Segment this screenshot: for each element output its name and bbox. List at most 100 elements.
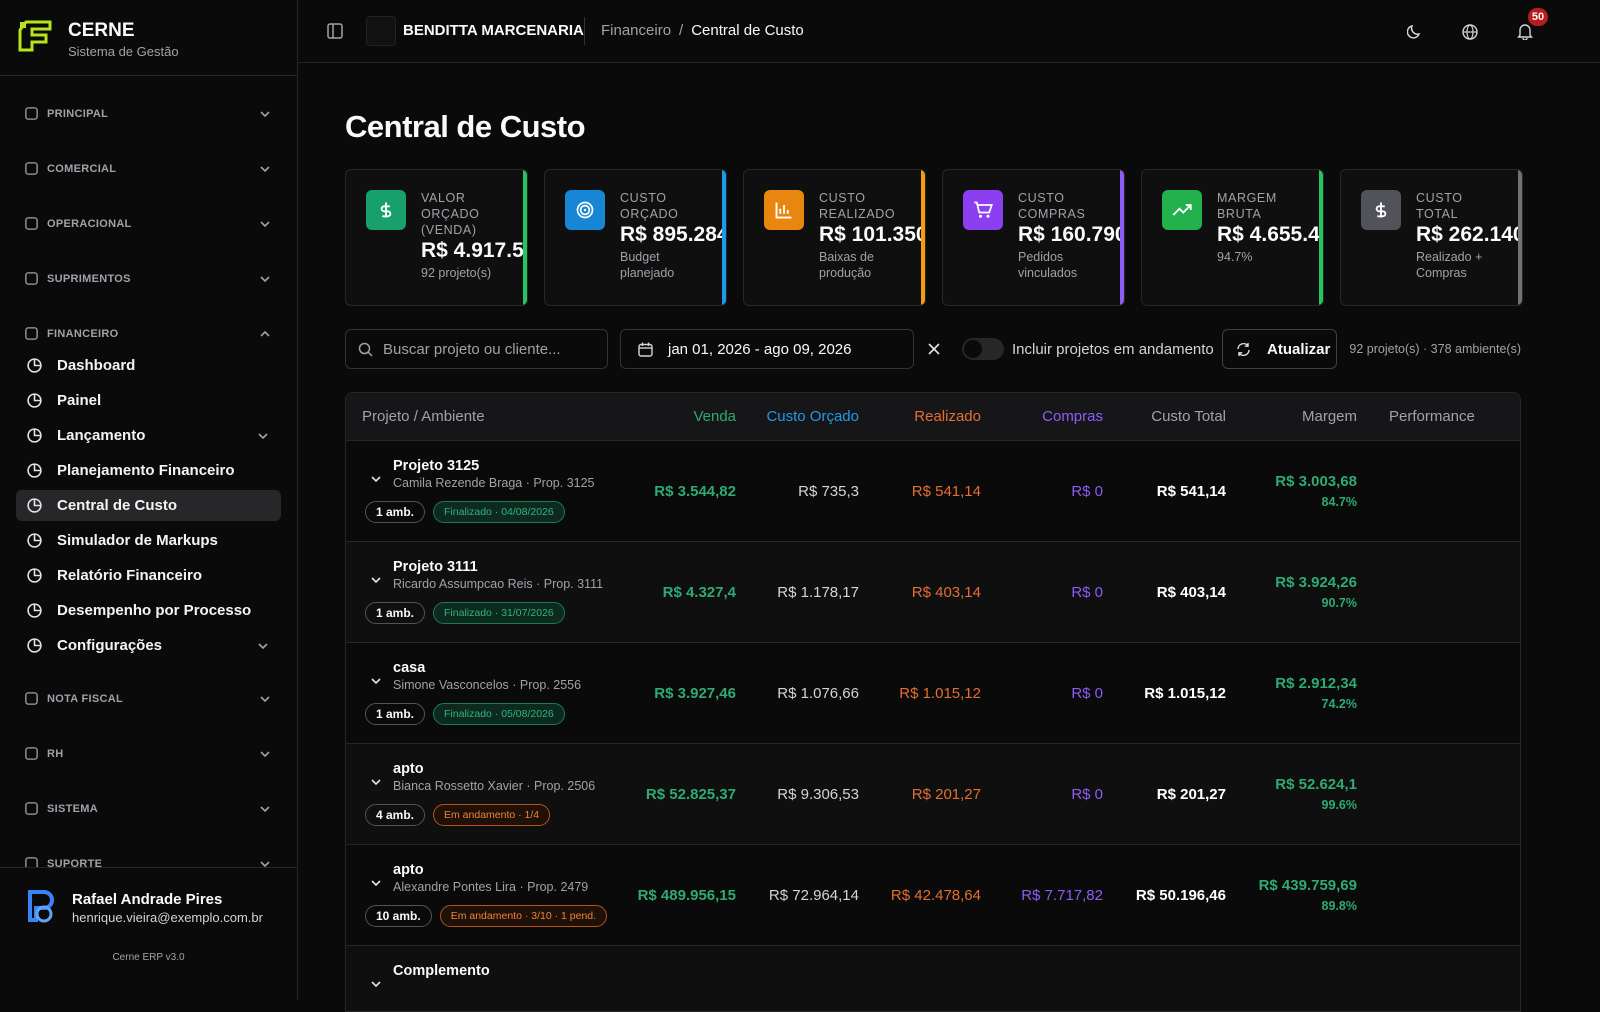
user-panel[interactable]: Rafael Andrade Pires henrique.vieira@exe… — [0, 867, 297, 1000]
nav-item[interactable]: Planejamento Financeiro — [16, 455, 281, 486]
card-icon — [963, 190, 1003, 230]
nav-section[interactable]: COMERCIAL — [0, 141, 297, 196]
breadcrumb-current: Central de Custo — [691, 22, 804, 39]
status-badge: Em andamento · 1/4 — [433, 804, 551, 826]
table-row[interactable]: apto Bianca Rossetto Xavier · Prop. 2506 4… — [346, 744, 1520, 845]
summary-cards: VALOR ORÇADO (VENDA) R$ 4.917.5 92 projeto… — [345, 169, 1523, 306]
search-placeholder: Buscar projeto ou cliente... — [383, 340, 561, 358]
project-name: Complemento — [393, 963, 490, 979]
expand-chevron[interactable] — [368, 471, 384, 487]
sidebar-toggle[interactable] — [327, 23, 343, 39]
section-icon — [25, 802, 38, 815]
section-label: SUPORTE — [47, 857, 103, 868]
nav-section[interactable]: OPERACIONAL — [0, 196, 297, 251]
column-header[interactable]: Venda — [693, 408, 736, 425]
clear-date[interactable] — [928, 343, 940, 355]
nav-item[interactable]: Central de Custo — [16, 490, 281, 521]
card-sub: 94.7% — [1217, 250, 1253, 264]
margem-value: R$ 3.924,26 — [1275, 573, 1357, 591]
cell-venda: R$ 52.825,37 — [645, 786, 736, 803]
card-label: CUSTO ORÇADO — [620, 191, 679, 221]
item-icon — [27, 568, 42, 583]
nav-section[interactable]: RH — [0, 726, 297, 781]
nav-section[interactable]: NOTA FISCAL — [0, 671, 297, 726]
status-badge: Finalizado · 04/08/2026 — [433, 501, 565, 523]
nav-item[interactable]: Dashboard — [16, 350, 281, 381]
section-label: PRINCIPAL — [47, 107, 109, 120]
card-icon — [764, 190, 804, 230]
cell-orcado: R$ 1.076,66 — [777, 685, 859, 702]
nav-item[interactable]: Painel — [16, 385, 281, 416]
theme-toggle[interactable] — [1407, 24, 1423, 40]
project-cell: Projeto 3111 Ricardo Assumpcao Reis · Pro… — [362, 542, 625, 643]
column-header[interactable]: Performance — [1389, 408, 1475, 425]
notifications[interactable] — [1517, 23, 1533, 40]
card-value: R$ 4.917.5 — [421, 239, 524, 262]
user-email: henrique.vieira@exemplo.com.br — [72, 910, 263, 925]
language[interactable] — [1462, 24, 1478, 40]
project-name: apto — [393, 862, 424, 878]
toggle[interactable] — [962, 338, 1004, 360]
project-cell: casa Simone Vasconcelos · Prop. 2556 1 amb… — [362, 643, 625, 744]
nav-item[interactable]: Lançamento — [16, 420, 281, 451]
status-badge: Finalizado · 05/08/2026 — [433, 703, 565, 725]
section-label: SUPRIMENTOS — [47, 272, 131, 285]
nav-section[interactable]: SUPRIMENTOS — [0, 251, 297, 306]
card-label: VALOR ORÇADO (VENDA) — [421, 191, 480, 237]
column-header[interactable]: Realizado — [914, 408, 981, 425]
table-row[interactable]: Projeto 3125 Camila Rezende Braga · Prop.… — [346, 441, 1520, 542]
column-header[interactable]: Compras — [1042, 408, 1103, 425]
date-range[interactable]: jan 01, 2026 - ago 09, 2026 — [620, 329, 914, 369]
nav-item[interactable]: Simulador de Markups — [16, 525, 281, 556]
search-input[interactable]: Buscar projeto ou cliente... — [345, 329, 608, 369]
item-icon — [27, 533, 42, 548]
logo — [18, 20, 52, 52]
nav-section[interactable]: SUPORTE — [0, 836, 297, 867]
expand-chevron[interactable] — [368, 572, 384, 588]
refresh-label: Atualizar — [1267, 340, 1331, 358]
item-label: Central de Custo — [57, 497, 178, 514]
card-value: R$ 4.655.4 — [1217, 223, 1320, 246]
ambientes-badge: 1 amb. — [365, 703, 426, 725]
avatar — [28, 890, 54, 923]
table-row[interactable]: Projeto 3111 Ricardo Assumpcao Reis · Pro… — [346, 542, 1520, 643]
company-name[interactable]: BENDITTA MARCENARIA — [403, 22, 584, 39]
column-header[interactable]: Custo Total — [1151, 408, 1226, 425]
refresh-button[interactable]: Atualizar — [1222, 329, 1337, 369]
table-row[interactable]: Complemento — [346, 946, 1520, 1011]
chevron — [260, 275, 270, 282]
card-label: CUSTO COMPRAS — [1018, 191, 1086, 221]
nav-section[interactable]: SISTEMA — [0, 781, 297, 836]
nav-item[interactable]: Configurações — [16, 630, 281, 661]
item-icon — [27, 393, 42, 408]
cell-compras: R$ 0 — [1071, 483, 1103, 500]
column-header[interactable]: Projeto / Ambiente — [362, 408, 485, 425]
cell-venda: R$ 3.544,82 — [654, 483, 736, 500]
summary: 92 projeto(s) · 378 ambiente(s) — [1349, 342, 1521, 356]
nav-item[interactable]: Relatório Financeiro — [16, 560, 281, 591]
nav-item[interactable]: Desempenho por Processo — [16, 595, 281, 626]
table-row[interactable]: casa Simone Vasconcelos · Prop. 2556 1 amb… — [346, 643, 1520, 744]
card-sub: Budget planejado — [620, 250, 675, 280]
cell-venda: R$ 3.927,46 — [654, 685, 736, 702]
summary-card: VALOR ORÇADO (VENDA) R$ 4.917.5 92 projeto… — [345, 169, 528, 306]
card-text: CUSTO TOTAL R$ 262.140 Realizado + Compras — [1416, 190, 1522, 281]
refresh-icon — [1237, 342, 1250, 356]
cell-total: R$ 50.196,46 — [1135, 887, 1226, 904]
item-label: Planejamento Financeiro — [57, 462, 235, 479]
table-row[interactable]: apto Alexandre Pontes Lira · Prop. 2479 10… — [346, 845, 1520, 946]
expand-chevron[interactable] — [368, 976, 384, 992]
breadcrumb-item[interactable]: Financeiro — [601, 22, 672, 39]
nav-section[interactable]: FINANCEIRO — [0, 306, 297, 361]
card-sub: 92 projeto(s) — [421, 266, 492, 280]
card-icon — [565, 190, 605, 230]
date-range-text: jan 01, 2026 - ago 09, 2026 — [668, 340, 852, 358]
breadcrumb: Financeiro / Central de Custo — [601, 22, 804, 39]
column-header[interactable]: Margem — [1301, 408, 1357, 425]
column-header[interactable]: Custo Orçado — [766, 408, 859, 425]
expand-chevron[interactable] — [368, 673, 384, 689]
expand-chevron[interactable] — [368, 774, 384, 790]
expand-chevron[interactable] — [368, 875, 384, 891]
nav-section[interactable]: PRINCIPAL — [0, 86, 297, 141]
summary-card: MARGEM BRUTA R$ 4.655.4 94.7% — [1141, 169, 1324, 306]
